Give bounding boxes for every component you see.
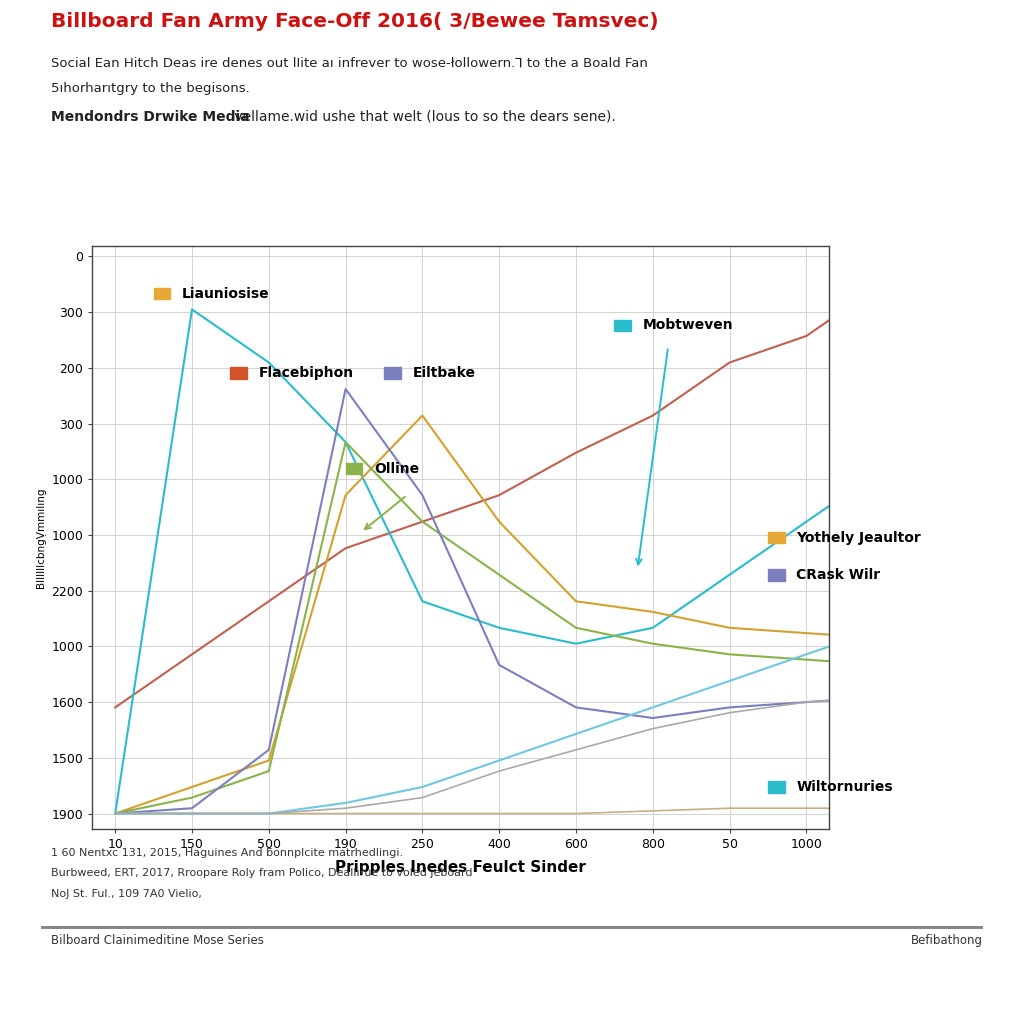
- Bar: [614, 319, 631, 331]
- Text: CRask Wilr: CRask Wilr: [797, 567, 881, 582]
- Text: Olline: Olline: [374, 462, 419, 475]
- Text: Befibathong: Befibathong: [911, 934, 983, 947]
- Bar: [345, 463, 362, 474]
- X-axis label: Pripples Inedes Feulct Sinder: Pripples Inedes Feulct Sinder: [336, 860, 586, 874]
- Y-axis label: BllllllcbngṾmmılıng: BllllllcbngṾmmılıng: [36, 487, 46, 588]
- Text: Yothely Jeaultor: Yothely Jeaultor: [797, 530, 922, 545]
- Text: Liauniosise: Liauniosise: [182, 287, 269, 300]
- Text: Bilboard Clainimeditine Mose Series: Bilboard Clainimeditine Mose Series: [51, 934, 264, 947]
- Bar: [230, 368, 247, 379]
- Bar: [384, 368, 401, 379]
- Text: vellame.wid ushe that welt (lous to so the dears sene).: vellame.wid ushe that welt (lous to so t…: [230, 110, 616, 124]
- Text: 5ıhorharıtgry to the begisons.: 5ıhorharıtgry to the begisons.: [51, 82, 250, 95]
- Bar: [768, 531, 785, 544]
- Bar: [768, 781, 785, 793]
- Bar: [154, 288, 170, 299]
- Bar: [768, 569, 785, 581]
- Text: Mobtweven: Mobtweven: [643, 318, 733, 333]
- Text: Burbweed, ERT, 2017, Rroopare Roly fram Polico, Deallırue to voled jeboard: Burbweed, ERT, 2017, Rroopare Roly fram …: [51, 868, 473, 879]
- Text: Eiltbake: Eiltbake: [413, 367, 475, 380]
- Text: Wiltornuries: Wiltornuries: [797, 780, 893, 794]
- Text: Billboard Fan Army Face-Off 2016( 3/Bewee Tamsvec): Billboard Fan Army Face-Off 2016( 3/Bewe…: [51, 12, 658, 32]
- Text: NoJ St. Ful., 109 7A0 Vielio,: NoJ St. Ful., 109 7A0 Vielio,: [51, 889, 202, 899]
- Text: Flacebiphon: Flacebiphon: [259, 367, 354, 380]
- Text: Mendondrs Drwike Media: Mendondrs Drwike Media: [51, 110, 250, 124]
- Text: 1 60 Nentxc 131, 2015, Haguines And ƃonnplcite matrhedlingi.: 1 60 Nentxc 131, 2015, Haguines And ƃonn…: [51, 848, 403, 858]
- Text: Social Ean Hitch Deas ire denes out lIite aı infrever to wose-łollowern.⅂ to the: Social Ean Hitch Deas ire denes out lIit…: [51, 56, 648, 70]
